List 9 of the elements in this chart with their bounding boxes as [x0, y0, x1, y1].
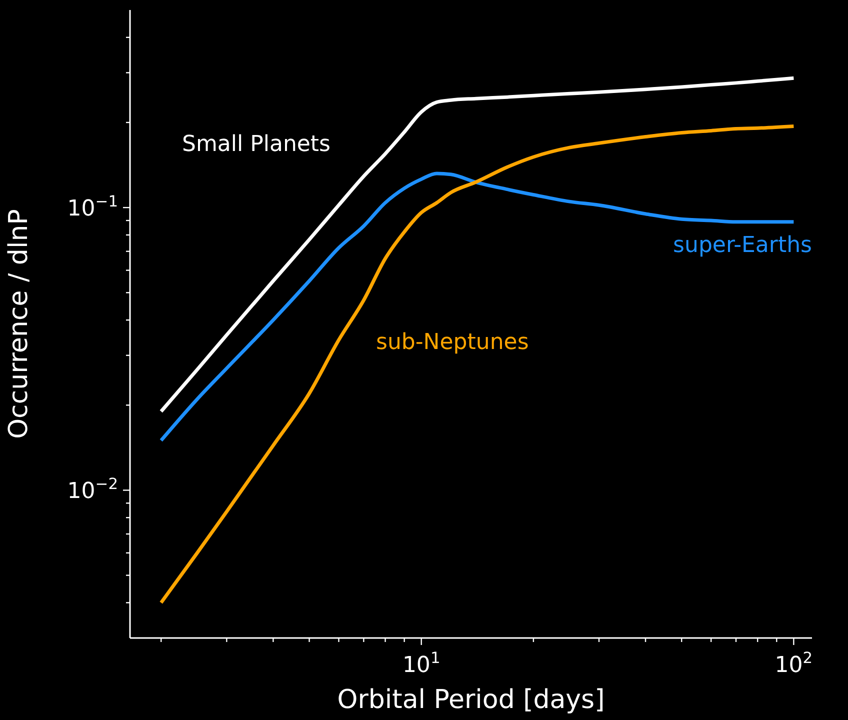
series-label: sub-Neptunes: [376, 329, 529, 357]
x-tick-label: 10$^{2}$: [774, 649, 813, 678]
x-tick-label: 10$^{1}$: [402, 649, 440, 678]
x-axis-title: Orbital Period [days]: [337, 685, 605, 715]
series-label: Small Planets: [182, 131, 331, 159]
series-label: super-Earths: [673, 232, 812, 260]
y-axis-title: Occurrence / dlnP: [4, 209, 34, 439]
y-tick-label: 10$^{−2}$: [67, 475, 118, 504]
y-tick-label: 10$^{−1}$: [67, 192, 118, 222]
